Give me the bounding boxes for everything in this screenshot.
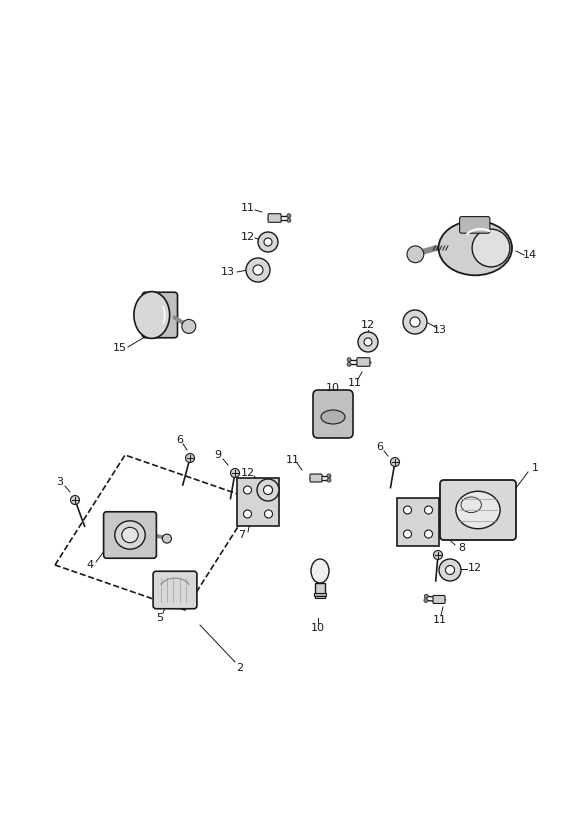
Text: 9: 9 (215, 450, 222, 460)
Bar (315, 596, 325, 598)
FancyBboxPatch shape (313, 390, 353, 438)
Circle shape (424, 594, 429, 598)
Bar (237, 478, 279, 526)
Text: 11: 11 (241, 203, 255, 213)
Circle shape (391, 457, 399, 466)
Text: 6: 6 (377, 442, 384, 452)
Circle shape (424, 506, 433, 514)
Circle shape (445, 565, 455, 574)
Text: 9: 9 (444, 567, 452, 577)
Bar (314, 593, 326, 596)
Circle shape (403, 506, 412, 514)
Circle shape (327, 478, 331, 482)
FancyBboxPatch shape (268, 213, 281, 222)
Text: 10: 10 (326, 383, 340, 393)
Text: 13: 13 (221, 267, 235, 277)
Text: 5: 5 (156, 613, 163, 623)
Circle shape (182, 320, 196, 334)
Ellipse shape (122, 527, 138, 543)
Ellipse shape (311, 559, 329, 583)
Circle shape (424, 598, 428, 602)
Circle shape (364, 338, 372, 346)
Circle shape (407, 246, 424, 263)
Text: 11: 11 (348, 378, 362, 388)
Circle shape (347, 358, 351, 362)
Ellipse shape (456, 491, 500, 529)
Circle shape (244, 510, 251, 518)
Ellipse shape (115, 521, 145, 549)
Text: 12: 12 (468, 563, 482, 573)
Text: 6: 6 (177, 435, 184, 445)
Circle shape (410, 317, 420, 327)
Text: 1: 1 (532, 463, 539, 473)
Circle shape (244, 486, 251, 494)
FancyBboxPatch shape (104, 512, 156, 558)
Circle shape (265, 486, 272, 494)
Text: 13: 13 (433, 325, 447, 335)
Circle shape (347, 363, 351, 367)
Circle shape (246, 258, 270, 282)
Circle shape (257, 479, 279, 501)
Circle shape (264, 238, 272, 246)
Circle shape (71, 495, 79, 504)
Ellipse shape (134, 292, 170, 339)
FancyBboxPatch shape (357, 358, 370, 367)
Text: 12: 12 (361, 320, 375, 330)
Circle shape (253, 265, 263, 275)
Text: 4: 4 (86, 560, 93, 570)
Circle shape (327, 474, 331, 478)
Bar (397, 498, 439, 546)
Circle shape (358, 332, 378, 352)
FancyBboxPatch shape (440, 480, 516, 540)
Circle shape (264, 485, 272, 494)
Circle shape (265, 510, 272, 518)
Circle shape (185, 453, 195, 462)
Text: 14: 14 (523, 250, 537, 260)
Text: 3: 3 (57, 477, 64, 487)
FancyBboxPatch shape (142, 293, 177, 338)
Circle shape (422, 508, 436, 522)
Circle shape (403, 530, 412, 538)
Circle shape (230, 469, 240, 477)
Text: 15: 15 (113, 343, 127, 353)
FancyBboxPatch shape (459, 217, 490, 233)
Ellipse shape (321, 410, 345, 424)
Circle shape (287, 213, 291, 218)
Circle shape (403, 310, 427, 334)
Text: 7: 7 (238, 530, 245, 540)
Text: 11: 11 (433, 615, 447, 625)
Circle shape (434, 550, 442, 559)
Circle shape (424, 530, 433, 538)
Circle shape (163, 534, 171, 543)
Text: 8: 8 (458, 543, 466, 553)
Circle shape (472, 229, 510, 267)
Text: 12: 12 (241, 468, 255, 478)
Ellipse shape (438, 221, 512, 275)
Text: 11: 11 (286, 455, 300, 465)
Text: 12: 12 (241, 232, 255, 242)
Bar (315, 583, 325, 597)
Text: 2: 2 (237, 663, 244, 673)
Text: 10: 10 (311, 623, 325, 633)
Circle shape (287, 218, 291, 222)
FancyBboxPatch shape (310, 474, 322, 482)
Circle shape (258, 232, 278, 252)
Circle shape (439, 559, 461, 581)
FancyBboxPatch shape (153, 571, 197, 609)
FancyBboxPatch shape (433, 596, 445, 603)
